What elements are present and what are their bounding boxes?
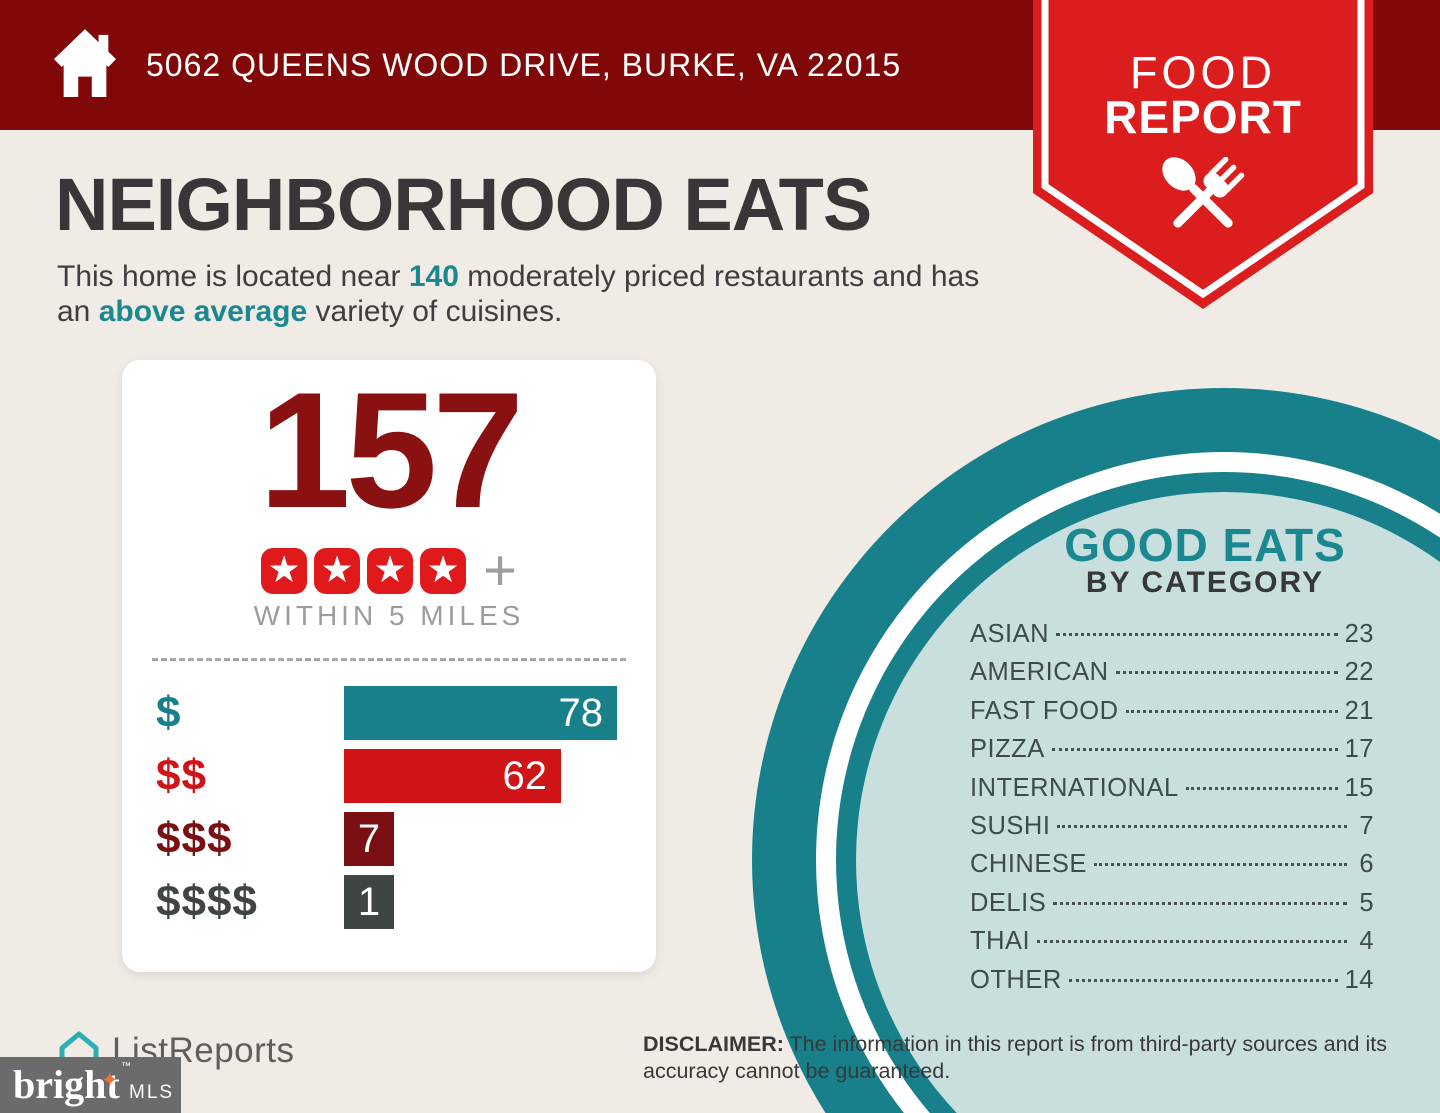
price-bar-row: $$ 62 <box>122 749 656 803</box>
category-label: INTERNATIONAL <box>970 773 1179 802</box>
dotted-leader <box>1115 671 1338 675</box>
ribbon-border <box>1041 0 1365 299</box>
disclaimer-text: The information in this report is from t… <box>643 1032 1387 1083</box>
price-bar-row: $$$ 7 <box>122 812 656 866</box>
spoon-fork-icon <box>1162 156 1245 228</box>
category-value: 7 <box>1359 811 1374 840</box>
plus-sign: + <box>483 538 517 603</box>
category-row: AMERICAN 22 <box>970 658 1374 696</box>
category-value: 6 <box>1359 850 1374 879</box>
intro-text-post: variety of cuisines. <box>307 294 563 328</box>
category-value: 15 <box>1344 773 1374 802</box>
mls-label: MLS <box>129 1082 175 1103</box>
category-label: PIZZA <box>970 735 1045 764</box>
star-icon: ★ <box>267 548 301 591</box>
star-badge-icon: ★ <box>367 548 414 594</box>
star-rating: ★ ★ ★ ★ + <box>122 542 656 600</box>
good-eats-subtitle: BY CATEGORY <box>1085 566 1325 599</box>
price-tier-label: $$ <box>156 751 207 800</box>
restaurant-count: 140 <box>408 260 459 293</box>
category-row: INTERNATIONAL 15 <box>970 774 1374 812</box>
home-icon <box>53 29 117 98</box>
dotted-leader <box>1068 978 1338 982</box>
dotted-leader <box>1093 863 1347 867</box>
bright-star-icon: ✦ <box>101 1068 119 1092</box>
price-tier-label: $$$$ <box>156 877 258 926</box>
category-value: 17 <box>1344 735 1374 764</box>
category-value: 4 <box>1359 927 1374 956</box>
category-label: DELIS <box>970 888 1047 917</box>
price-tier-label: $$$ <box>156 814 233 863</box>
property-address: 5062 QUEENS WOOD DRIVE, BURKE, VA 22015 <box>146 46 902 83</box>
good-eats-title: GOOD EATS <box>1064 519 1346 571</box>
star-badge-icon: ★ <box>261 548 308 594</box>
restaurant-stats-card: 157 ★ ★ ★ ★ + WITHIN 5 MILES $78 $$ 62 $$$ 7 $$$$… <box>122 360 656 972</box>
price-tier-value: 62 <box>502 753 548 798</box>
price-tier-bar-chart: $78 $$ 62 $$$ 7 $$$$ 1 <box>122 686 656 938</box>
price-tier-value: 7 <box>357 816 381 861</box>
category-label: FAST FOOD <box>970 696 1119 725</box>
page-title: NEIGHBORHOOD EATS <box>55 163 872 246</box>
category-value: 23 <box>1344 620 1374 648</box>
food-report-ribbon: FOOD REPORT <box>1033 0 1373 309</box>
dotted-leader <box>1125 709 1338 713</box>
category-label: OTHER <box>970 965 1062 994</box>
star-icon: ★ <box>320 548 354 591</box>
ribbon-title-line1: FOOD <box>1130 47 1276 98</box>
disclaimer-label: DISCLAIMER: <box>643 1032 784 1056</box>
category-value: 5 <box>1359 888 1374 917</box>
total-restaurant-count: 157 <box>258 358 524 542</box>
dotted-leader <box>1053 901 1347 905</box>
bright-wordmark: bright <box>13 1062 120 1107</box>
price-tier-value: 78 <box>558 690 604 735</box>
dotted-leader <box>1185 786 1338 790</box>
category-row: DELIS 5 <box>970 889 1374 927</box>
variety-highlight: above average <box>98 294 308 328</box>
star-icon: ★ <box>373 548 407 591</box>
dotted-leader <box>1037 940 1347 944</box>
category-value: 21 <box>1344 696 1374 725</box>
star-badge-icon: ★ <box>420 548 467 594</box>
radius-caption: WITHIN 5 MILES <box>253 600 525 631</box>
ribbon-title-line2: REPORT <box>1104 91 1302 143</box>
category-row: THAI 4 <box>970 927 1374 965</box>
category-row: ASIAN 23 <box>970 620 1374 658</box>
price-tier-value: 1 <box>357 879 381 924</box>
category-row: OTHER 14 <box>970 966 1374 1004</box>
dotted-leader <box>1057 824 1347 828</box>
dashed-divider <box>152 658 626 661</box>
category-label: ASIAN <box>970 620 1050 648</box>
price-bar-row: $78 <box>122 686 656 740</box>
intro-text: This home is located near 140 moderately… <box>57 260 1007 329</box>
category-value: 14 <box>1344 965 1374 994</box>
bright-mls-logo: bright ✦ ™ MLS <box>0 1057 181 1113</box>
category-row: FAST FOOD 21 <box>970 697 1374 735</box>
price-tier-label: $ <box>156 688 182 737</box>
category-label: THAI <box>970 927 1031 956</box>
category-row: PIZZA 17 <box>970 735 1374 773</box>
category-label: AMERICAN <box>970 658 1109 687</box>
price-tier-bar: 62 <box>344 749 561 803</box>
category-row: SUSHI 7 <box>970 812 1374 850</box>
star-badge-icon: ★ <box>314 548 361 594</box>
intro-text-mid: moderately priced restaurants and has an <box>57 260 980 328</box>
trademark-symbol: ™ <box>121 1061 131 1072</box>
category-list: ASIAN 23 AMERICAN 22 FAST FOOD 21 PIZZA 17 INTER… <box>970 620 1374 1004</box>
dotted-leader <box>1051 748 1338 752</box>
intro-text-pre: This home is located near <box>57 260 409 293</box>
category-row: CHINESE 6 <box>970 850 1374 888</box>
price-tier-bar: 78 <box>344 686 617 740</box>
category-label: CHINESE <box>970 850 1087 879</box>
price-bar-row: $$$$ 1 <box>122 875 656 929</box>
price-tier-bar: 1 <box>344 875 394 929</box>
category-value: 22 <box>1344 658 1374 687</box>
dotted-leader <box>1056 633 1338 636</box>
price-tier-bar: 7 <box>344 812 394 866</box>
category-label: SUSHI <box>970 811 1051 840</box>
star-icon: ★ <box>426 548 460 591</box>
disclaimer: DISCLAIMER: The information in this repo… <box>643 1031 1393 1085</box>
